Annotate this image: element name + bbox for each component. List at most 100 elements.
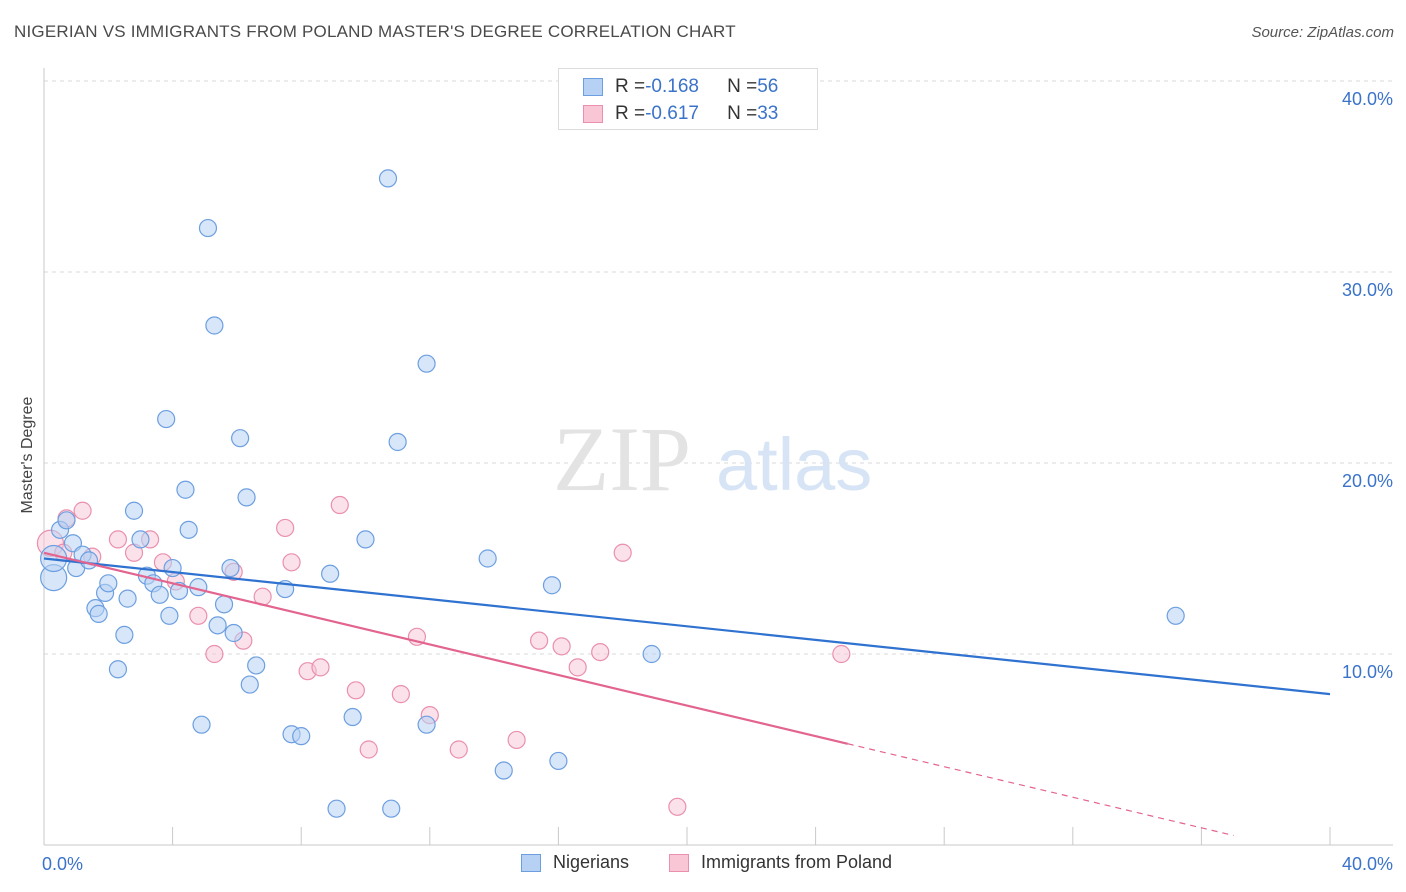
nigerians-point [214, 595, 234, 614]
poland-point [552, 637, 571, 656]
nigerians-point [179, 520, 198, 539]
source-note: Source: ZipAtlas.com [1251, 24, 1394, 41]
nigerians-point [478, 549, 497, 568]
series-legend: Nigerians Immigrants from Poland [0, 852, 1406, 878]
nigerians-point [417, 354, 436, 373]
poland-legend-label: Immigrants from Poland [701, 852, 893, 872]
legend-row-nigerians: R = -0.168 N = 56 [583, 75, 778, 99]
nigerians-point [321, 564, 340, 583]
nigerians-point [356, 530, 375, 549]
nigerians-point [160, 606, 179, 625]
poland-trend-extension [847, 743, 1234, 837]
nigerians-point [494, 761, 513, 780]
x-tick-label: 40.0% [1342, 854, 1393, 874]
poland-point [311, 658, 330, 677]
y-tick-label: 20.0% [1342, 471, 1393, 491]
nigerians-point [247, 656, 266, 675]
poland-point [346, 681, 365, 700]
n-value: 56 [757, 76, 779, 97]
nigerians-point [208, 616, 227, 635]
poland-point [276, 518, 295, 538]
poland-point [832, 644, 851, 664]
nigerians-swatch [583, 78, 603, 96]
poland-point [205, 644, 224, 664]
tick-labels: 10.0% 20.0% 30.0% 40.0% 0.0% 40.0% [42, 89, 1393, 874]
poland-point [613, 543, 632, 562]
grid-lines [44, 80, 1393, 655]
nigerians-point [224, 623, 243, 643]
y-tick-label: 40.0% [1342, 89, 1393, 109]
r-label: R = [615, 103, 646, 124]
legend-row-poland: R = -0.617 N = 33 [583, 102, 778, 126]
nigerians-point [131, 530, 150, 549]
poland-swatch [583, 105, 603, 123]
nigerians-point [221, 558, 240, 578]
nigerians-point [198, 218, 218, 238]
poland-point [449, 740, 468, 759]
n-label: N = [727, 76, 758, 97]
r-label: R = [615, 76, 646, 97]
x-tick-label: 0.0% [42, 854, 83, 874]
poland-point [591, 642, 610, 662]
watermark-atlas: atlas [716, 423, 872, 506]
nigerians-point [57, 511, 76, 530]
legend-item-nigerians: Nigerians [521, 852, 629, 873]
watermark: ZIP atlas [553, 408, 872, 510]
nigerians-point [292, 727, 311, 746]
nigerians-point [378, 169, 398, 188]
poland-point [568, 658, 587, 677]
nigerians-legend-swatch [521, 853, 541, 872]
nigerians-point [89, 604, 108, 623]
nigerians-point [240, 675, 259, 694]
nigerians-point [115, 625, 134, 645]
poland-legend-swatch [669, 853, 689, 872]
poland-point [282, 553, 301, 572]
nigerians-point [237, 488, 256, 507]
poland-point [668, 797, 687, 816]
poland-point [108, 530, 128, 549]
nigerians-point [327, 799, 346, 818]
nigerians-point [108, 660, 128, 679]
poland-point [391, 685, 410, 704]
nigerians-point [176, 480, 195, 499]
nigerians-point [388, 432, 407, 452]
nigerians-point [79, 551, 99, 570]
r-value: -0.617 [645, 103, 699, 124]
nigerians-point [549, 751, 568, 771]
n-label: N = [727, 103, 758, 124]
trend-lines [43, 551, 1331, 837]
poland-point [73, 501, 92, 520]
nigerians-point [343, 707, 362, 727]
poland-trend-line [43, 551, 849, 745]
nigerians-point [192, 715, 211, 734]
n-value: 33 [757, 103, 779, 124]
nigerians-point [417, 715, 436, 734]
poland-point [530, 631, 549, 650]
nigerians-point [1166, 606, 1185, 625]
series-nigerians-points [40, 169, 1185, 818]
y-tick-label: 10.0% [1342, 662, 1393, 682]
nigerians-point [157, 409, 176, 429]
nigerians-trend-line [43, 557, 1331, 696]
poland-point [189, 606, 208, 625]
series-immigrants-from-poland-points [36, 495, 851, 816]
nigerians-point [382, 799, 401, 818]
nigerians-point [163, 558, 182, 578]
poland-point [507, 730, 526, 750]
legend-item-poland: Immigrants from Poland [669, 852, 892, 873]
nigerians-point [150, 585, 169, 604]
y-tick-label: 30.0% [1342, 280, 1393, 300]
axes [43, 68, 1393, 846]
chart-title: NIGERIAN VS IMMIGRANTS FROM POLAND MASTE… [14, 22, 736, 41]
nigerians-point [642, 644, 661, 664]
watermark-zip: ZIP [553, 408, 691, 510]
nigerians-point [99, 574, 118, 593]
poland-point [330, 495, 349, 515]
nigerians-point [124, 501, 144, 520]
nigerians-legend-label: Nigerians [553, 852, 630, 872]
nigerians-point [205, 316, 224, 335]
r-value: -0.168 [645, 76, 699, 97]
nigerians-point [231, 429, 250, 448]
poland-point [359, 740, 378, 759]
